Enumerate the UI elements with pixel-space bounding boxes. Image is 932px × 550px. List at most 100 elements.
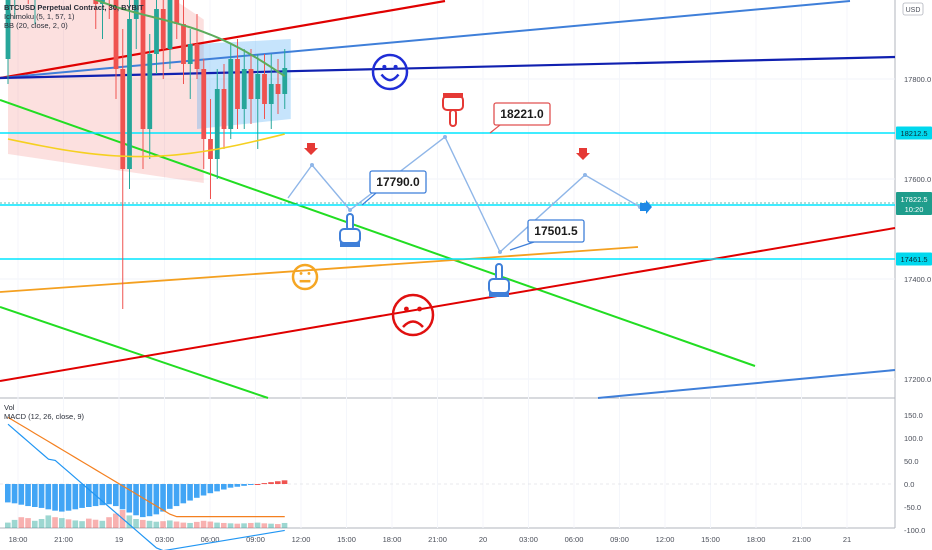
macd-histogram-bar xyxy=(200,484,207,496)
volume-bar xyxy=(248,522,254,528)
macd-histogram-bar xyxy=(153,484,160,515)
macd-histogram-bar xyxy=(254,484,261,485)
volume-bar xyxy=(45,515,52,528)
annotation-pointer xyxy=(361,192,377,206)
volume-bar xyxy=(113,513,119,528)
time-tick-label: 03:00 xyxy=(155,535,174,544)
trend-line-red-lower xyxy=(0,227,896,382)
macd-histogram-bar xyxy=(11,484,18,504)
macd-tick-label: -50.0 xyxy=(904,503,921,512)
macd-histogram-bar xyxy=(214,484,220,492)
hand-up-icon-finger xyxy=(346,213,354,231)
macd-histogram-bar xyxy=(5,484,11,503)
volume-bar xyxy=(79,521,85,528)
macd-tick-label: -100.0 xyxy=(904,526,925,535)
down-arrow-icon xyxy=(304,143,318,155)
happy-face-icon-mouth xyxy=(380,73,400,82)
macd-histogram-bar xyxy=(268,482,274,484)
sad-face-icon xyxy=(391,293,435,337)
indicator-lines xyxy=(7,0,286,158)
hand-up-icon-cuff xyxy=(340,242,360,247)
macd-histogram-bar xyxy=(113,484,119,507)
volume-bar xyxy=(133,519,139,528)
hand-down-icon-cuff xyxy=(443,93,463,98)
right-arrow-icon xyxy=(640,200,652,214)
time-tick-label: 06:00 xyxy=(201,535,220,544)
macd-tick-label: 0.0 xyxy=(904,480,914,489)
neutral-face-icon xyxy=(291,263,319,291)
candle-body xyxy=(194,44,200,69)
price-axis: 17200.0 17400.0 17600.0 17800.0 USD xyxy=(902,2,931,384)
volume-bar xyxy=(268,523,274,528)
time-tick-label: 15:00 xyxy=(337,535,356,544)
volume-bar xyxy=(65,519,72,528)
sad-face-icon-eye xyxy=(404,306,409,312)
annotation-box xyxy=(527,219,585,243)
time-tick-label: 18:00 xyxy=(383,535,402,544)
legend-macd: MACD (12, 26, close, 9) xyxy=(4,412,85,421)
legend-vol: Vol xyxy=(4,403,15,412)
legend-main: BTCUSD Perpetual Contract, 30, BYBIT Ich… xyxy=(4,3,144,30)
price-tick-label: 17800.0 xyxy=(904,75,931,84)
macd-histogram-bar xyxy=(234,484,241,487)
time-tick-label: 06:00 xyxy=(565,535,584,544)
candle-body xyxy=(201,69,207,139)
macd-histogram-bar xyxy=(25,484,31,507)
candle-body xyxy=(282,68,288,94)
candle-body xyxy=(147,54,153,129)
time-tick-label: 21:00 xyxy=(428,535,447,544)
volume-bar xyxy=(234,523,241,528)
trend-line-orange xyxy=(0,246,639,293)
macd-axis: 150.0 100.0 50.0 0.0 -50.0 -100.0 xyxy=(904,411,925,535)
level-badge-label: 18212.5 xyxy=(900,129,927,138)
volume-bar xyxy=(126,515,133,528)
macd-histogram-bar xyxy=(167,484,173,509)
volume-bar xyxy=(52,517,58,528)
candle-body xyxy=(262,74,267,104)
candle-body xyxy=(160,9,166,49)
macd-histogram-bar xyxy=(52,484,58,511)
annotation-label: 18221.0 xyxy=(500,107,544,121)
time-axis: 18:00 21:00 19 03:00 06:00 09:00 12:00 15:00 18:… xyxy=(9,535,852,544)
candle-body xyxy=(228,59,234,129)
volume-bar xyxy=(173,521,180,528)
legend-ichimoku: Ichimoku (5, 1, 57, 1) xyxy=(4,12,75,21)
currency-badge xyxy=(902,2,924,16)
candle-body xyxy=(268,84,274,104)
macd-pane xyxy=(0,416,895,550)
volume-bar xyxy=(180,522,187,528)
trend-line-green-lower xyxy=(0,306,269,399)
volume-bar xyxy=(140,519,146,528)
candle-body xyxy=(235,59,240,109)
candle-body xyxy=(241,69,247,109)
macd-line xyxy=(7,423,285,550)
macd-histogram-bar xyxy=(227,484,234,488)
volume-bar xyxy=(11,519,18,528)
candle-body xyxy=(127,19,132,169)
volume-bar xyxy=(86,518,92,528)
volume-bar xyxy=(194,521,200,528)
volume-bar xyxy=(254,522,261,528)
time-tick-label: 18:00 xyxy=(747,535,766,544)
trend-line-blue-lower xyxy=(597,369,896,399)
projection-node xyxy=(348,208,352,212)
macd-histogram-bar xyxy=(241,484,247,486)
hand-up-icon xyxy=(339,228,361,244)
time-tick-label: 18:00 xyxy=(9,535,28,544)
macd-histogram-bar xyxy=(79,484,85,508)
currency-label: USD xyxy=(906,7,921,14)
ichimoku-baseline xyxy=(93,0,286,78)
volume-bar xyxy=(59,518,65,528)
volume-bar xyxy=(92,519,99,528)
time-tick-label: 21 xyxy=(843,535,851,544)
trend-line-green-upper xyxy=(0,99,756,367)
candle-body xyxy=(174,0,180,24)
volume-bar xyxy=(207,521,214,528)
time-tick-label: 15:00 xyxy=(701,535,720,544)
time-tick-label: 21:00 xyxy=(792,535,811,544)
candle-body xyxy=(275,84,281,94)
volume-bar xyxy=(281,522,288,528)
macd-histogram-bar xyxy=(133,484,139,516)
